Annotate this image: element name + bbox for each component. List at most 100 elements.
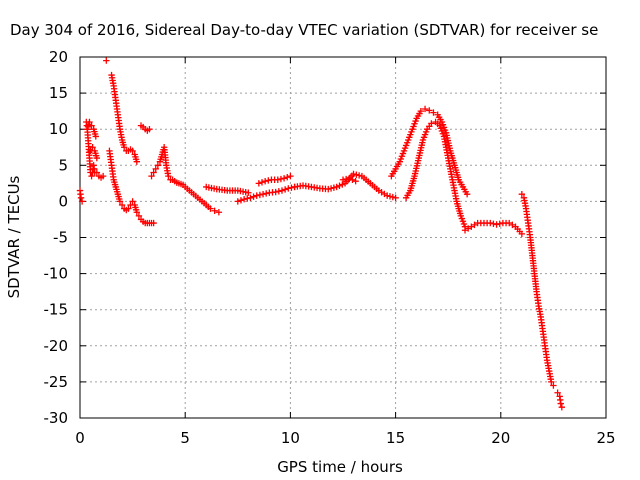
data-point [421,105,429,113]
data-point [392,194,399,201]
data-point [352,177,359,185]
data-point-fill [281,186,289,193]
x-tick-label: 15 [386,429,405,447]
data-point [274,176,281,183]
data-series [93,169,107,181]
data-point [152,165,159,173]
data-point [120,144,128,151]
data-points [76,57,566,411]
data-point-fill [353,171,360,178]
data-series [339,175,359,185]
data-point [78,198,86,205]
data-point [426,107,433,114]
data-point [92,133,99,140]
data-point [215,209,223,216]
data-point [86,118,93,126]
data-point-fill [277,175,285,183]
data-point [550,382,557,389]
data-point [259,190,267,198]
data-point [77,194,85,201]
data-point-fill [288,184,295,191]
data-point [207,205,214,212]
data-point [417,107,425,115]
data-point [99,172,107,180]
x-tick-label: 0 [75,429,85,447]
x-tick-label: 10 [281,429,300,447]
data-point-fill [490,220,497,227]
data-point [430,109,437,116]
data-point-fill [265,177,272,184]
data-point [150,169,157,176]
data-point-fill [275,188,283,195]
data-point [245,189,252,196]
data-point [133,209,141,216]
y-tick-label: -25 [44,373,69,391]
data-point-fill [349,176,356,183]
data-point [88,122,95,129]
data-series [388,105,471,198]
data-point-fill [339,181,346,188]
data-point [135,212,143,220]
data-point [278,187,286,194]
data-point [548,378,555,386]
x-tick-label: 20 [491,429,510,447]
y-tick-label: -5 [53,229,68,247]
data-series [518,190,557,389]
data-point-fill [244,195,251,202]
data-point-fill [263,190,270,197]
data-point [557,400,564,407]
data-point [133,158,141,165]
data-point [428,120,435,127]
data-point [129,198,136,205]
data-series [103,57,110,64]
data-point [463,190,471,198]
data-series [76,187,86,205]
data-point [518,230,526,238]
data-point-fill [342,175,350,183]
y-tick-label: -10 [44,265,69,283]
data-series [461,219,526,238]
data-point [88,172,95,180]
chart-title: Day 304 of 2016, Sidereal Day-to-day VTE… [10,21,598,39]
data-point [165,172,172,180]
y-tick-label: 5 [58,156,68,174]
y-axis-ticks: -30 -25 -20 -15 -10 -5 0 5 10 15 20 [44,48,606,427]
data-point [339,176,347,183]
data-point [247,194,254,201]
data-point [518,190,526,198]
x-tick-label: 5 [180,429,190,447]
data-series [106,147,157,227]
y-tick-label: 20 [49,48,68,66]
y-tick-label: 15 [49,84,68,102]
data-point [350,170,357,178]
grid-lines [80,57,606,418]
data-series [203,183,252,196]
data-point [154,162,162,169]
data-series [84,118,99,140]
data-point [261,177,269,185]
data-point-fill [336,182,343,189]
data-series [148,144,223,216]
x-axis-label: GPS time / hours [277,458,403,476]
data-point [346,175,353,182]
data-point-fill [330,184,338,191]
data-series [554,389,566,411]
data-point [103,57,110,64]
data-point [211,207,218,214]
data-point [146,126,153,133]
x-axis-ticks: 0 5 10 15 20 25 [75,57,616,447]
data-point [287,172,294,180]
data-point [93,154,101,162]
data-point [280,175,288,182]
data-point [493,221,500,228]
data-point-fill [256,191,264,199]
data-point-fill [389,193,396,201]
data-series [255,172,294,187]
y-tick-label: -20 [44,337,69,355]
data-point [383,192,391,199]
data-point [116,198,124,205]
data-point-fill [327,185,335,192]
data-point-fill [355,172,363,179]
data-point-fill [284,174,291,181]
